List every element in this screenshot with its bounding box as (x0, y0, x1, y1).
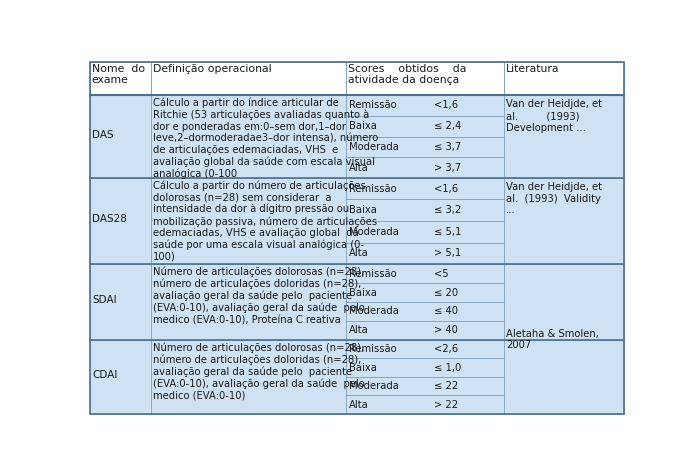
Bar (151, 264, 346, 340)
Bar (346, 178, 503, 264)
Text: ≤ 3,2: ≤ 3,2 (434, 205, 461, 215)
Text: > 40: > 40 (434, 325, 458, 335)
Bar (346, 95, 503, 178)
Bar (346, 340, 503, 414)
Text: Remissão: Remissão (349, 100, 397, 111)
Bar (90, 264, 151, 340)
Text: Moderada: Moderada (349, 306, 399, 317)
Bar (346, 264, 503, 340)
Text: Cálculo a partir do número de articulações
dolorosas (n=28) sem considerar  a
in: Cálculo a partir do número de articulaçõ… (153, 180, 377, 262)
Text: DAS: DAS (93, 130, 114, 140)
Text: Aletaha & Smolen,
2007: Aletaha & Smolen, 2007 (506, 329, 599, 350)
Text: Moderada: Moderada (349, 227, 399, 237)
Bar (503, 264, 624, 340)
Bar (346, 62, 503, 95)
Text: Baixa: Baixa (349, 121, 377, 131)
Text: <2,6: <2,6 (434, 344, 459, 354)
Text: Literatura: Literatura (506, 64, 559, 74)
Text: > 3,7: > 3,7 (434, 163, 461, 173)
Bar (151, 95, 346, 178)
Text: Van der Heidjde, et
al.         (1993)
Development ...: Van der Heidjde, et al. (1993) Developme… (506, 99, 602, 133)
Text: ≤ 5,1: ≤ 5,1 (434, 227, 461, 237)
Text: Moderada: Moderada (349, 381, 399, 391)
Text: Definição operacional: Definição operacional (153, 64, 272, 74)
Text: Scores    obtidos    da
atividade da doença: Scores obtidos da atividade da doença (348, 64, 466, 85)
Bar (503, 340, 624, 414)
Text: > 5,1: > 5,1 (434, 249, 461, 258)
Text: Remissão: Remissão (349, 269, 397, 279)
Text: Alta: Alta (349, 400, 369, 409)
Text: > 22: > 22 (434, 400, 459, 409)
Text: Alta: Alta (349, 163, 369, 173)
Text: ≤ 20: ≤ 20 (434, 287, 459, 297)
Bar (503, 62, 624, 95)
Text: <5: <5 (434, 269, 449, 279)
Text: ≤ 22: ≤ 22 (434, 381, 459, 391)
Text: Número de articulações dolorosas (n=28),
número de articulações doloridas (n=28): Número de articulações dolorosas (n=28),… (153, 266, 365, 325)
Text: Alta: Alta (349, 249, 369, 258)
Text: <1,6: <1,6 (434, 100, 459, 111)
Text: Baixa: Baixa (349, 205, 377, 215)
Text: ≤ 1,0: ≤ 1,0 (434, 363, 461, 372)
Text: Van der Heidjde, et
al.  (1993)  Validity
...: Van der Heidjde, et al. (1993) Validity … (506, 182, 602, 215)
Text: Alta: Alta (349, 325, 369, 335)
Text: Baixa: Baixa (349, 287, 377, 297)
Text: Número de articulações dolorosas (n=28),
número de articulações doloridas (n=28): Número de articulações dolorosas (n=28),… (153, 342, 365, 401)
Text: Remissão: Remissão (349, 344, 397, 354)
Text: ≤ 2,4: ≤ 2,4 (434, 121, 461, 131)
Text: DAS28: DAS28 (93, 214, 127, 224)
Text: Remissão: Remissão (349, 184, 397, 194)
Text: CDAI: CDAI (93, 370, 118, 380)
Bar (90, 340, 151, 414)
Bar (151, 340, 346, 414)
Text: ≤ 40: ≤ 40 (434, 306, 458, 317)
Text: Moderada: Moderada (349, 142, 399, 152)
Text: ≤ 3,7: ≤ 3,7 (434, 142, 461, 152)
Text: SDAI: SDAI (93, 295, 117, 305)
Text: Nome  do
exame: Nome do exame (92, 64, 145, 85)
Text: Cálculo a partir do índice articular de
Ritchie (53 articulações avaliadas quant: Cálculo a partir do índice articular de … (153, 97, 379, 179)
Text: <1,6: <1,6 (434, 184, 459, 194)
Bar (151, 62, 346, 95)
Bar (151, 178, 346, 264)
Bar (90, 95, 151, 178)
Bar (503, 178, 624, 264)
Bar (90, 62, 151, 95)
Text: Baixa: Baixa (349, 363, 377, 372)
Bar (503, 95, 624, 178)
Bar (90, 178, 151, 264)
